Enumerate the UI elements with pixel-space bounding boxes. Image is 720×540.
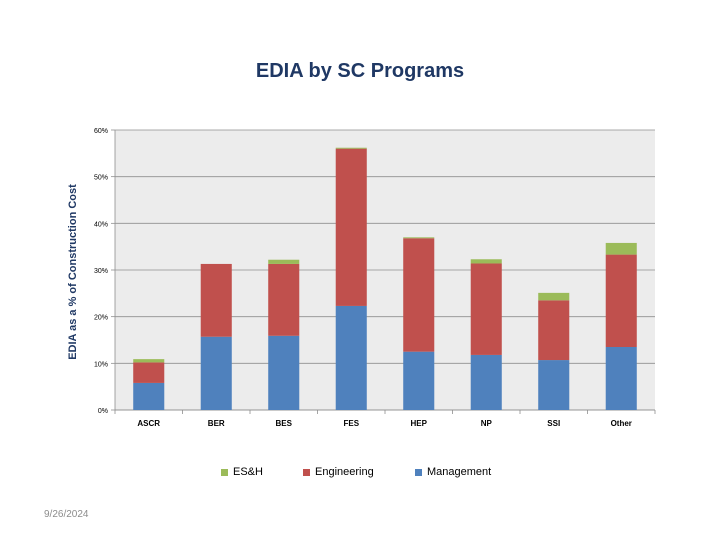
legend-item-esh: ES&H: [221, 466, 263, 478]
bar-esh-hep: [403, 237, 435, 239]
bar-engineering-other: [605, 254, 637, 347]
x-tick-label-hep: HEP: [411, 419, 428, 428]
y-tick-label: 60%: [94, 128, 108, 135]
footer-date: 9/26/2024: [44, 509, 89, 520]
bar-engineering-ber: [200, 263, 232, 337]
legend-item-management: Management: [415, 466, 491, 478]
bar-esh-other: [605, 242, 637, 255]
legend-swatch-esh: [221, 468, 228, 476]
legend-swatch-management: [415, 468, 422, 476]
bar-management-ascr: [133, 382, 165, 410]
x-tick-label-bes: BES: [276, 419, 293, 428]
bar-engineering-ssi: [538, 300, 570, 361]
bar-management-hep: [403, 351, 435, 410]
bar-engineering-np: [470, 263, 502, 355]
y-tick-label: 20%: [94, 315, 108, 322]
bar-engineering-bes: [268, 263, 300, 336]
bar-esh-np: [470, 259, 502, 264]
y-tick-label: 40%: [94, 221, 108, 228]
bar-management-other: [605, 347, 637, 410]
bar-engineering-ascr: [133, 362, 165, 383]
slide-title: EDIA by SC Programs: [255, 60, 465, 82]
x-tick-label-ascr: ASCR: [137, 419, 160, 428]
x-tick-label-other: Other: [611, 419, 632, 428]
x-tick-label-fes: FES: [343, 419, 359, 428]
y-tick-label: 0%: [98, 408, 108, 415]
bar-management-ber: [200, 336, 232, 410]
bar-esh-ascr: [133, 359, 165, 363]
bar-engineering-hep: [403, 238, 435, 352]
legend-label-esh: ES&H: [233, 466, 263, 478]
bar-esh-ssi: [538, 292, 570, 301]
bar-esh-fes: [335, 147, 367, 149]
bar-management-ssi: [538, 360, 570, 410]
bar-management-fes: [335, 305, 367, 410]
y-tick-label: 30%: [94, 268, 108, 275]
bar-esh-bes: [268, 259, 300, 264]
y-tick-label: 10%: [94, 361, 108, 368]
bar-engineering-fes: [335, 148, 367, 306]
x-tick-label-ssi: SSI: [547, 419, 560, 428]
x-tick-label-np: NP: [481, 419, 493, 428]
legend-label-engineering: Engineering: [315, 466, 374, 478]
y-tick-label: 50%: [94, 175, 108, 182]
legend-item-engineering: Engineering: [303, 466, 374, 478]
bar-management-bes: [268, 335, 300, 410]
legend-swatch-engineering: [303, 468, 310, 476]
x-tick-label-ber: BER: [208, 419, 225, 428]
bar-management-np: [470, 354, 502, 410]
legend-label-management: Management: [427, 466, 492, 478]
legend: ES&H Engineering Management: [0, 466, 720, 482]
